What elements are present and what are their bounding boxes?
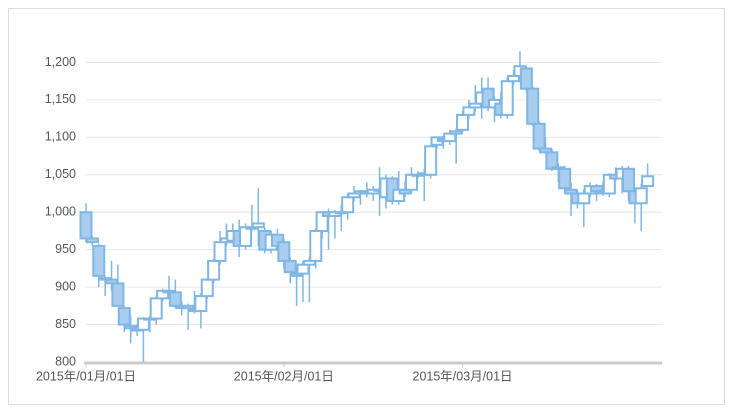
y-tick-label: 1,050 [45, 167, 76, 181]
candle-body [200, 278, 214, 298]
candle-body [207, 259, 221, 281]
candle-body [519, 67, 533, 90]
candle-body [111, 282, 125, 307]
y-tick-label: 1,100 [45, 130, 76, 144]
x-tick-label: 2015年/02月/01日 [234, 369, 334, 383]
candle-body [404, 173, 418, 191]
candle-body [641, 175, 655, 188]
frame [8, 8, 725, 405]
candle-body [558, 167, 572, 190]
candle-body [577, 192, 591, 205]
candle-body [194, 295, 208, 313]
candle-body [621, 167, 635, 193]
candle-body [85, 237, 99, 244]
candle-body [117, 307, 131, 326]
candle-body [526, 87, 540, 125]
candle-body [239, 226, 253, 247]
candle-body [213, 241, 227, 262]
candle-body [449, 130, 463, 135]
y-tick-label: 900 [55, 279, 76, 293]
candle-body [341, 196, 355, 214]
candle-body [634, 187, 648, 205]
y-tick-label: 1,000 [45, 205, 76, 219]
y-tick-label: 800 [55, 354, 76, 368]
candle-body [181, 304, 195, 310]
x-tick-label: 2015年/03月/01日 [413, 369, 513, 383]
candle-body [443, 132, 457, 143]
candle-body [283, 259, 297, 274]
candle-body [277, 241, 291, 262]
candle-body [149, 297, 163, 320]
candle-body [424, 145, 438, 176]
candle-body [456, 113, 470, 131]
candle-body [500, 80, 514, 116]
y-tick-label: 950 [55, 242, 76, 256]
candle-body [296, 263, 310, 275]
candle-body [92, 244, 106, 277]
y-tick-label: 850 [55, 317, 76, 331]
candle-body [251, 222, 265, 229]
candle-body [309, 229, 323, 262]
y-tick-label: 1,200 [45, 55, 76, 69]
candle-body [532, 122, 546, 150]
y-tick-label: 1,150 [45, 92, 76, 106]
candle-body [79, 211, 93, 240]
x-tick-label: 2015年/01月/01日 [36, 369, 136, 383]
candle-body [168, 291, 182, 307]
candle-body [462, 106, 476, 116]
